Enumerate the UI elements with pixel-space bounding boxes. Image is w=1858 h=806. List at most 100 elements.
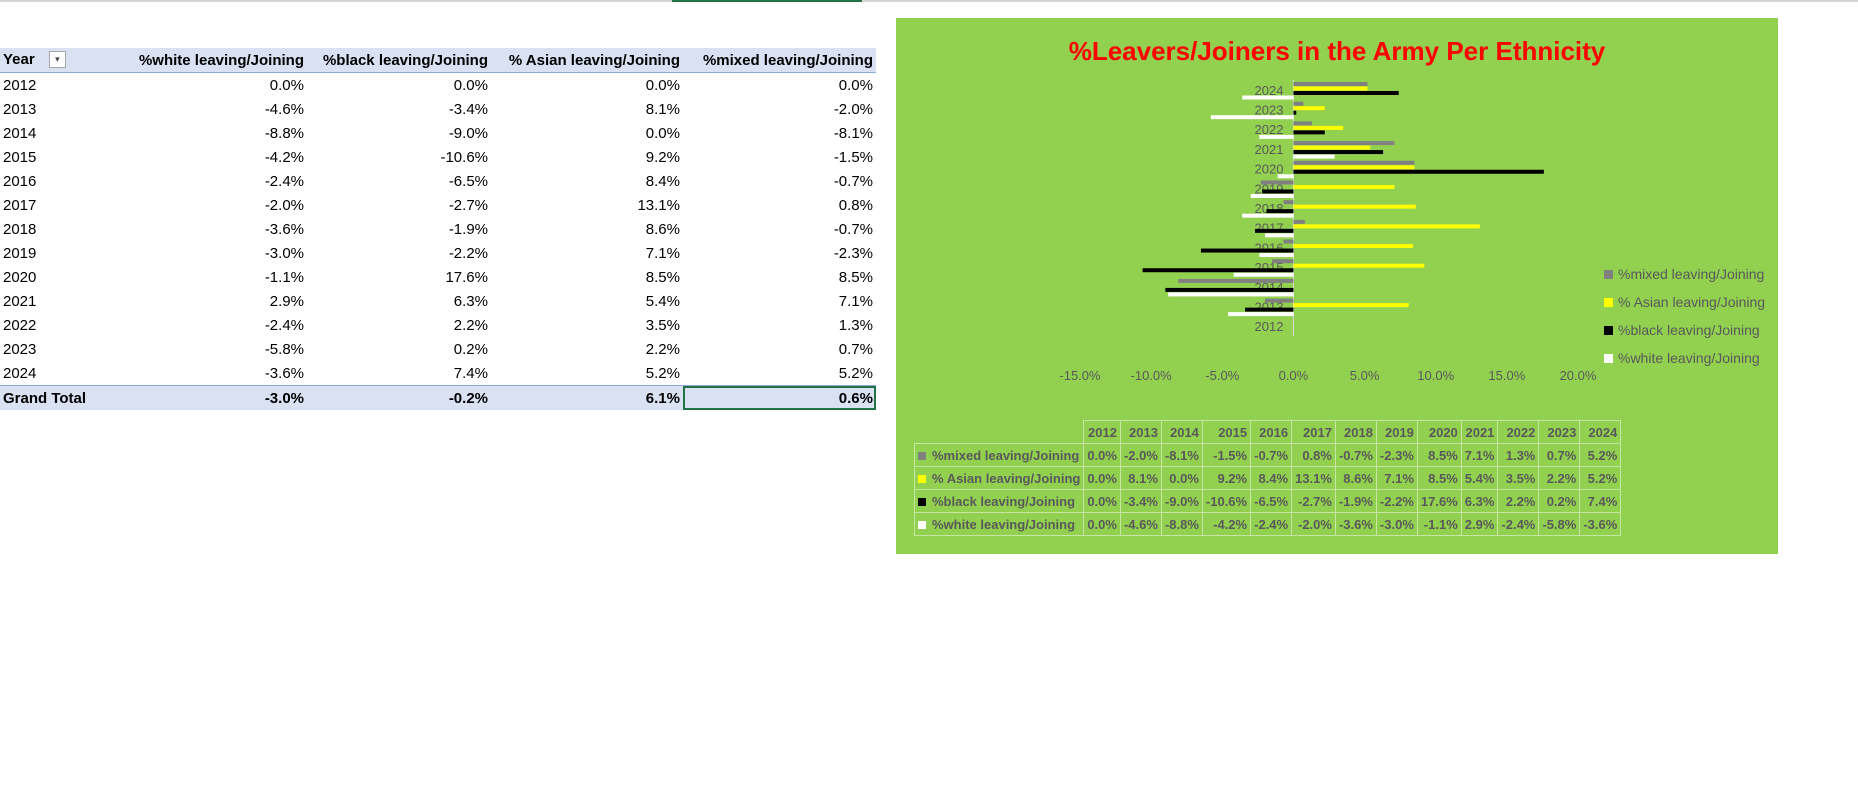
bar-mixedleavingjoining-2022[interactable] [1293, 121, 1312, 126]
bar-blackleavingjoining-2013[interactable] [1245, 307, 1294, 312]
bar-blackleavingjoining-2015[interactable] [1142, 268, 1294, 273]
grand-total-black[interactable]: -0.2% [307, 385, 491, 410]
cell-mixed[interactable]: 5.2% [838, 364, 873, 382]
header-black[interactable]: %black leaving/Joining [307, 48, 491, 73]
cell-black[interactable]: 0.0% [453, 76, 488, 94]
bar-whiteleavingjoining-2022[interactable] [1259, 134, 1294, 139]
cell-black[interactable]: -10.6% [440, 148, 488, 166]
grand-total-asian[interactable]: 6.1% [491, 385, 683, 410]
cell-white[interactable]: 2.9% [269, 292, 304, 310]
cell-white[interactable]: -1.1% [264, 268, 304, 286]
bar-mixedleavingjoining-2019[interactable] [1260, 180, 1294, 185]
cell-black[interactable]: -1.9% [448, 220, 488, 238]
cell-asian[interactable]: 8.5% [645, 268, 680, 286]
cell-black[interactable]: -6.5% [448, 172, 488, 190]
cell-mixed[interactable]: -2.3% [833, 244, 873, 262]
cell-year[interactable]: 2016 [3, 172, 37, 190]
bar-mixedleavingjoining-2014[interactable] [1178, 278, 1294, 283]
cell-black[interactable]: -2.2% [448, 244, 488, 262]
header-white[interactable]: %white leaving/Joining [118, 48, 307, 73]
cell-asian[interactable]: 7.1% [645, 244, 680, 262]
cell-asian[interactable]: 5.2% [645, 364, 680, 382]
cell-mixed[interactable]: -8.1% [833, 124, 873, 142]
bar-asianleavingjoining-2021[interactable] [1293, 145, 1371, 150]
bar-asianleavingjoining-2022[interactable] [1293, 125, 1344, 130]
cell-white[interactable]: -5.8% [264, 340, 304, 358]
cell-mixed[interactable]: -1.5% [833, 148, 873, 166]
grand-total-mixed[interactable]: 0.6% [683, 385, 876, 410]
cell-asian[interactable]: 8.4% [645, 172, 680, 190]
cell-year[interactable]: 2012 [3, 76, 37, 94]
cell-year[interactable]: 2023 [3, 340, 37, 358]
cell-mixed[interactable]: -2.0% [833, 100, 873, 118]
bar-asianleavingjoining-2016[interactable] [1293, 244, 1413, 249]
cell-black[interactable]: 17.6% [445, 268, 488, 286]
cell-white[interactable]: 0.0% [269, 76, 304, 94]
cell-white[interactable]: -8.8% [264, 124, 304, 142]
legend-item[interactable]: % Asian leaving/Joining [1604, 288, 1765, 316]
bar-whiteleavingjoining-2021[interactable] [1293, 154, 1335, 159]
bar-whiteleavingjoining-2024[interactable] [1242, 95, 1294, 100]
cell-asian[interactable]: 2.2% [645, 340, 680, 358]
grand-total-label[interactable]: Grand Total [0, 385, 118, 410]
bar-mixedleavingjoining-2013[interactable] [1264, 298, 1294, 303]
chart-area[interactable]: %Leavers/Joiners in the Army Per Ethnici… [896, 18, 1778, 554]
bar-asianleavingjoining-2023[interactable] [1293, 106, 1325, 111]
cell-white[interactable]: -4.6% [264, 100, 304, 118]
bar-asianleavingjoining-2024[interactable] [1293, 86, 1368, 91]
bar-blackleavingjoining-2023[interactable] [1293, 110, 1297, 115]
cell-mixed[interactable]: 0.8% [838, 196, 873, 214]
bar-blackleavingjoining-2024[interactable] [1293, 91, 1399, 95]
cell-year[interactable]: 2014 [3, 124, 37, 142]
bar-whiteleavingjoining-2019[interactable] [1250, 193, 1294, 198]
cell-year[interactable]: 2015 [3, 148, 37, 166]
bar-whiteleavingjoining-2015[interactable] [1233, 272, 1294, 277]
cell-black[interactable]: 2.2% [453, 316, 488, 334]
legend-item[interactable]: %mixed leaving/Joining [1604, 260, 1765, 288]
bar-mixedleavingjoining-2018[interactable] [1283, 200, 1294, 205]
cell-white[interactable]: -3.0% [264, 244, 304, 262]
cell-white[interactable]: -3.6% [264, 220, 304, 238]
cell-asian[interactable]: 0.0% [645, 76, 680, 94]
bar-blackleavingjoining-2016[interactable] [1200, 248, 1294, 253]
bar-chart-plot[interactable]: 2012201320142015201620172018201920202021… [896, 18, 1778, 418]
bar-whiteleavingjoining-2017[interactable] [1264, 233, 1294, 238]
cell-black[interactable]: 6.3% [453, 292, 488, 310]
cell-white[interactable]: -2.4% [264, 316, 304, 334]
bar-whiteleavingjoining-2018[interactable] [1242, 213, 1294, 218]
bar-mixedleavingjoining-2017[interactable] [1293, 219, 1305, 224]
cell-mixed[interactable]: -0.7% [833, 220, 873, 238]
bar-asianleavingjoining-2017[interactable] [1293, 224, 1480, 229]
bar-blackleavingjoining-2020[interactable] [1293, 169, 1544, 174]
chart-legend[interactable]: %mixed leaving/Joining % Asian leaving/Jo… [1604, 260, 1765, 372]
bar-blackleavingjoining-2021[interactable] [1293, 150, 1384, 155]
cell-year[interactable]: 2017 [3, 196, 37, 214]
bar-asianleavingjoining-2013[interactable] [1293, 303, 1409, 308]
cell-black[interactable]: -3.4% [448, 100, 488, 118]
cell-asian[interactable]: 8.6% [645, 220, 680, 238]
cell-year[interactable]: 2013 [3, 100, 37, 118]
bar-whiteleavingjoining-2016[interactable] [1259, 253, 1294, 258]
cell-asian[interactable]: 9.2% [645, 148, 680, 166]
legend-item[interactable]: %white leaving/Joining [1604, 344, 1765, 372]
cell-year[interactable]: 2018 [3, 220, 37, 238]
bar-mixedleavingjoining-2023[interactable] [1293, 101, 1304, 106]
bar-asianleavingjoining-2019[interactable] [1293, 184, 1395, 189]
header-mixed[interactable]: %mixed leaving/Joining [683, 48, 876, 73]
cell-mixed[interactable]: -0.7% [833, 172, 873, 190]
grand-total-white[interactable]: -3.0% [118, 385, 307, 410]
cell-white[interactable]: -2.4% [264, 172, 304, 190]
bar-mixedleavingjoining-2016[interactable] [1283, 239, 1294, 244]
cell-mixed[interactable]: 0.0% [838, 76, 873, 94]
cell-white[interactable]: -3.6% [264, 364, 304, 382]
bar-mixedleavingjoining-2024[interactable] [1293, 82, 1368, 86]
cell-black[interactable]: 0.2% [453, 340, 488, 358]
bar-whiteleavingjoining-2014[interactable] [1168, 292, 1294, 297]
cell-asian[interactable]: 0.0% [645, 124, 680, 142]
bar-blackleavingjoining-2022[interactable] [1293, 130, 1325, 135]
cell-year[interactable]: 2021 [3, 292, 37, 310]
bar-blackleavingjoining-2017[interactable] [1255, 228, 1294, 233]
bar-mixedleavingjoining-2021[interactable] [1293, 141, 1395, 146]
chart-title[interactable]: %Leavers/Joiners in the Army Per Ethnici… [1068, 36, 1606, 66]
cell-year[interactable]: 2019 [3, 244, 37, 262]
